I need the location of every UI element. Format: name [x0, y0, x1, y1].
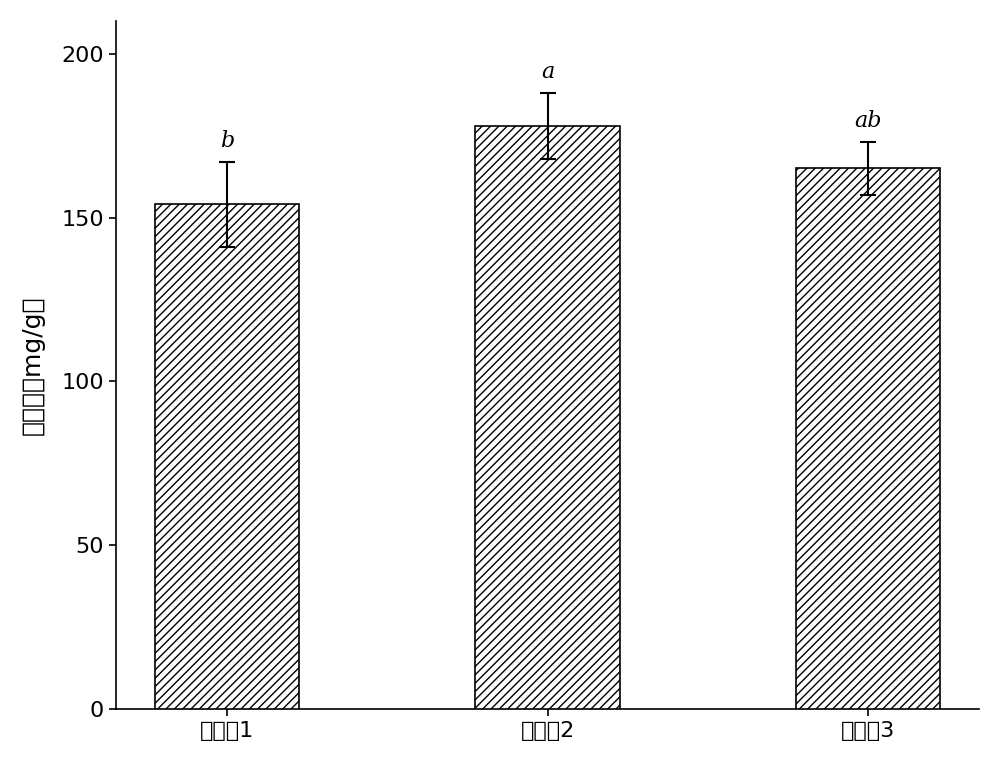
Text: b: b — [220, 130, 234, 152]
Bar — [155, 204, 299, 709]
Bar — [475, 126, 620, 709]
Bar — [796, 168, 940, 709]
Text: a: a — [541, 61, 554, 83]
Text: ab: ab — [854, 110, 882, 133]
Y-axis label: 接枝率（mg/g）: 接枝率（mg/g） — [21, 296, 45, 435]
